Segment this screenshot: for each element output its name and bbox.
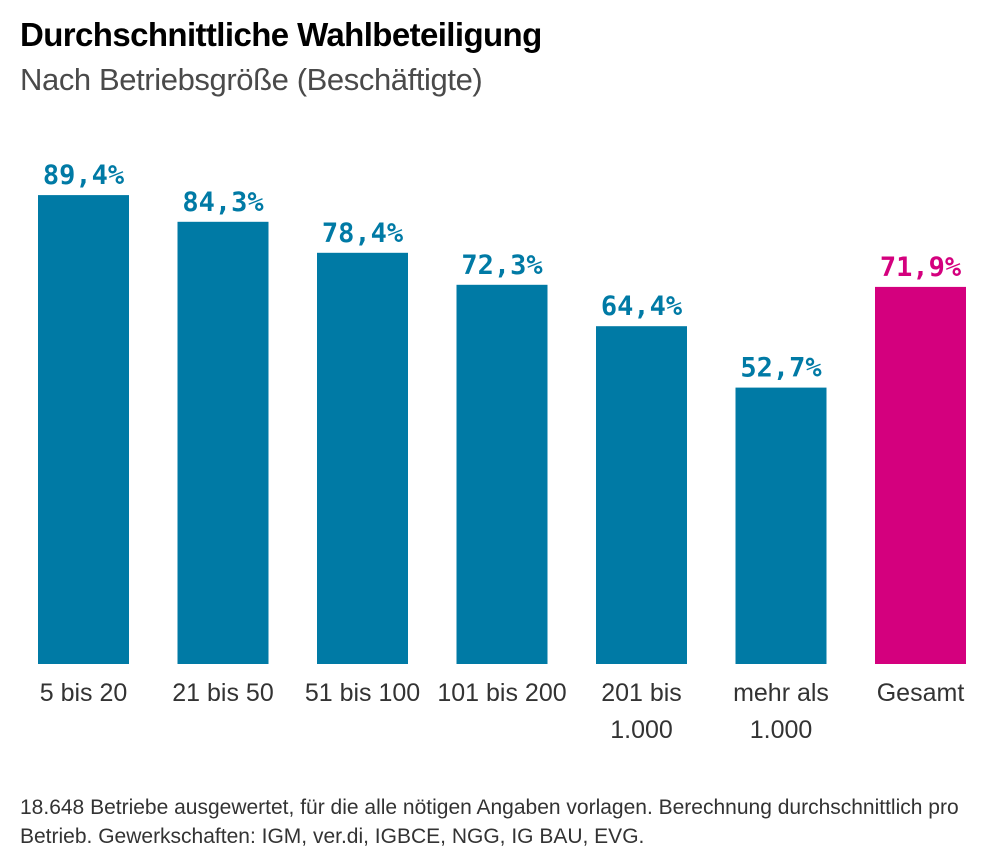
category-label-4: 201 bis 1.000	[601, 679, 682, 744]
bar-value-label-4: 64,4%	[601, 291, 683, 322]
chart-subtitle: Nach Betriebsgröße (Beschäftigte)	[20, 62, 483, 97]
category-label-line: mehr als	[733, 679, 829, 707]
category-label-line: 51 bis 100	[305, 679, 420, 707]
bar-5	[735, 387, 827, 664]
bar-0	[38, 195, 129, 664]
category-label-line: 1.000	[750, 716, 813, 744]
bar-value-label-5: 52,7%	[740, 353, 822, 384]
category-label-2: 51 bis 100	[305, 679, 420, 707]
bar-3	[456, 284, 548, 664]
bar-chart: 89,4% 5 bis 20 84,3% 21 bis 50 78,4% 51 bis 1…	[38, 160, 966, 744]
category-label-line: Gesamt	[877, 679, 965, 707]
bar-value-label-3: 72,3%	[461, 250, 543, 281]
category-label-line: 101 bis 200	[437, 679, 566, 707]
category-label-line: 201 bis	[601, 679, 682, 707]
bar-1	[177, 221, 269, 665]
chart-title: Durchschnittliche Wahlbeteiligung	[20, 16, 542, 53]
category-label-6: Gesamt	[877, 679, 965, 707]
bar-value-label-1: 84,3%	[182, 187, 264, 218]
category-label-line: 5 bis 20	[40, 679, 128, 707]
bar-6	[875, 286, 966, 664]
footnote: 18.648 Betriebe ausgewertet, für die all…	[20, 796, 959, 848]
category-label-line: 21 bis 50	[172, 679, 273, 707]
bar-value-label-0: 89,4%	[43, 160, 125, 191]
category-label-5: mehr als 1.000	[733, 679, 829, 744]
category-label-0: 5 bis 20	[40, 679, 128, 707]
category-label-1: 21 bis 50	[172, 679, 273, 707]
bar-2	[317, 252, 408, 665]
bar-4	[596, 326, 687, 664]
bar-value-label-6: 71,9%	[880, 252, 962, 283]
category-label-line: 1.000	[610, 716, 673, 744]
category-label-3: 101 bis 200	[437, 679, 566, 707]
bar-value-label-2: 78,4%	[322, 218, 404, 249]
